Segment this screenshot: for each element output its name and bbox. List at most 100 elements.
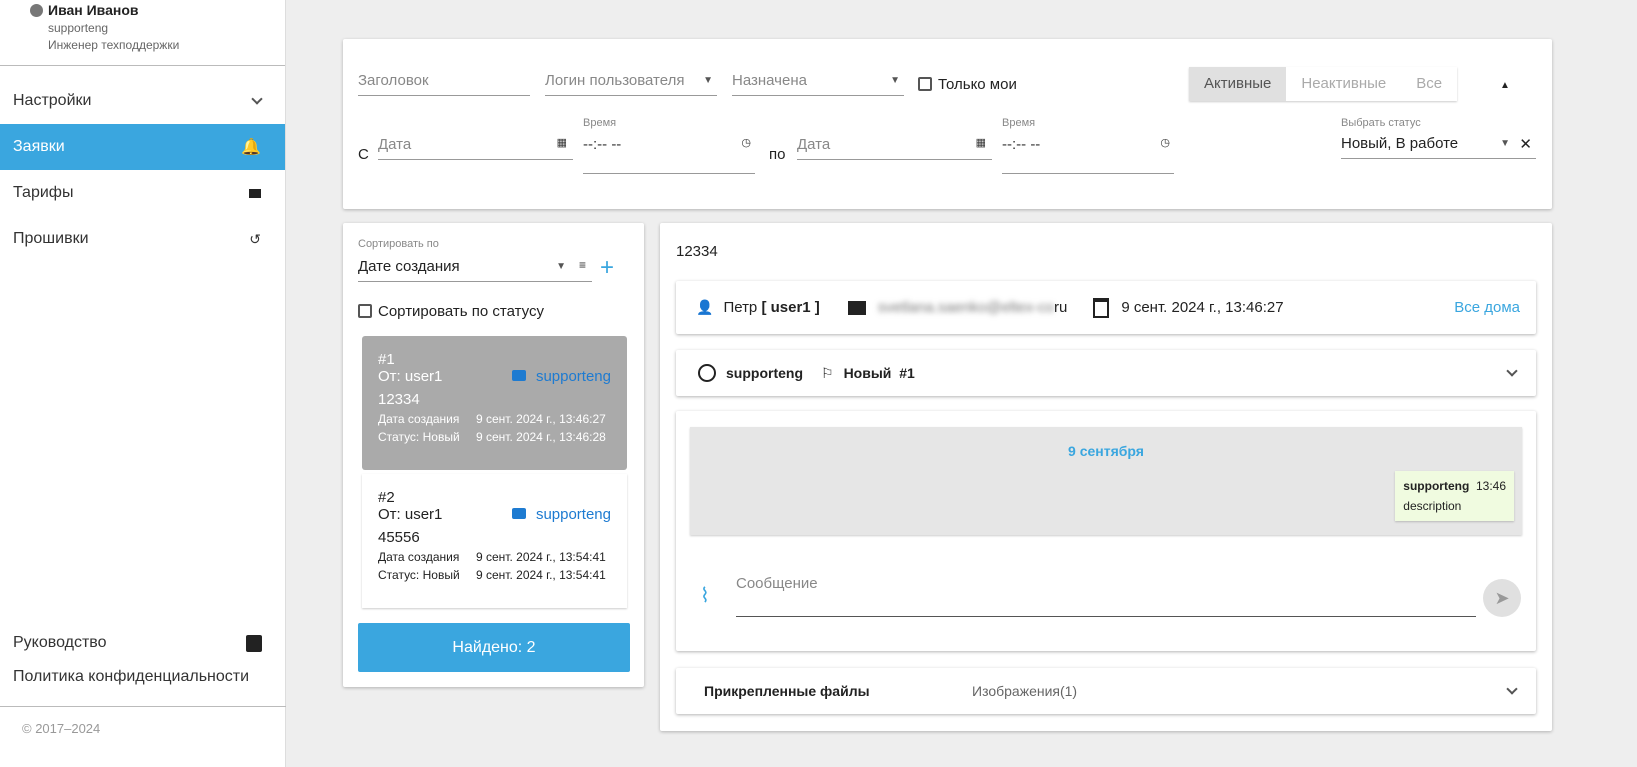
created-label: Дата создания <box>378 550 460 564</box>
add-icon[interactable]: + <box>600 254 615 281</box>
date-placeholder: Дата <box>378 136 412 153</box>
document-icon <box>246 634 262 652</box>
email-blurred: svetlana.saenko@eltex-co <box>877 299 1054 316</box>
nav-tariffs[interactable]: Тарифы <box>0 170 285 216</box>
segment-active[interactable]: Активные <box>1189 67 1287 101</box>
ticket-title: 45556 <box>378 529 420 546</box>
nav-tickets[interactable]: Заявки 🔔 <box>0 124 285 170</box>
video-camera-icon <box>249 188 261 198</box>
ticket-from: От: user1 <box>378 506 443 523</box>
briefcase-icon <box>511 508 526 519</box>
user-login: [ user1 ] <box>761 299 820 316</box>
chat-message: supporteng 13:46 description <box>1395 471 1514 521</box>
briefcase-icon <box>511 370 526 381</box>
segment-all[interactable]: Все <box>1401 67 1458 101</box>
files-label: Прикрепленные файлы <box>704 683 870 699</box>
status-time: 9 сент. 2024 г., 13:46:28 <box>476 430 606 444</box>
nav-label: Заявки <box>13 138 65 155</box>
ticket-number: #1 <box>378 351 395 368</box>
status-number: #1 <box>899 365 915 381</box>
clock-icon: ◷ <box>1160 137 1170 149</box>
from-label: С <box>358 146 369 163</box>
activity-toggle: Активные Неактивные Все <box>1189 67 1458 101</box>
ticket-date: 9 сент. 2024 г., 13:46:27 <box>1121 299 1284 316</box>
nav-privacy[interactable]: Политика конфиденциальности <box>0 660 286 694</box>
to-date-input[interactable]: Дата ▦ <box>797 136 992 160</box>
calendar-icon: ▦ <box>975 137 986 149</box>
ticket-assignee: supporteng <box>535 506 611 523</box>
attach-icon[interactable]: ⌇ <box>700 585 710 607</box>
sort-select[interactable]: Дате создания ▼ ≡ <box>358 258 592 282</box>
all-houses-link[interactable]: Все дома <box>1454 299 1520 316</box>
found-count-button[interactable]: Найдено: 2 <box>358 623 630 672</box>
from-time-input[interactable]: --:-- -- ◷ <box>583 136 755 174</box>
dropdown-arrow-icon: ▼ <box>703 75 713 86</box>
ticket-from: От: user1 <box>378 368 443 385</box>
status-select[interactable]: Новый, В работе ▼ ✕ <box>1341 135 1536 159</box>
clear-icon[interactable]: ✕ <box>1519 136 1532 153</box>
chat-date: 9 сентября <box>1068 443 1144 459</box>
ticket-number: #2 <box>378 489 395 506</box>
title-input[interactable]: Заголовок <box>358 72 530 96</box>
user-name: Петр <box>723 299 758 316</box>
checkbox-icon <box>918 77 932 91</box>
ticket-card-1[interactable]: #1 От: user1 supporteng 12334 Дата создан… <box>362 336 627 470</box>
from-date-input[interactable]: Дата ▦ <box>378 136 573 160</box>
history-icon: ↺ <box>249 230 261 247</box>
to-time-input[interactable]: --:-- -- ◷ <box>1002 136 1174 174</box>
time-placeholder: --:-- -- <box>583 136 622 153</box>
status-label: Статус: Новый <box>378 568 460 582</box>
attachments-bar[interactable]: Прикрепленные файлы Изображения(1) <box>676 668 1536 714</box>
chat-panel: 9 сентября supporteng 13:46 description … <box>676 411 1536 651</box>
copyright: © 2017–2024 <box>0 706 286 736</box>
assigned-placeholder: Назначена <box>732 72 807 89</box>
email-icon <box>847 300 866 315</box>
user-login: supporteng <box>48 21 109 35</box>
nav-label: Тарифы <box>13 184 74 201</box>
ticket-card-2[interactable]: #2 От: user1 supporteng 45556 Дата создан… <box>362 474 627 608</box>
nav-firmware[interactable]: Прошивки ↺ <box>0 216 285 262</box>
images-label: Изображения(1) <box>972 683 1078 699</box>
ticket-info-bar: 👤 Петр [ user1 ] svetlana.saenko@eltex-c… <box>676 281 1536 334</box>
message-input[interactable]: Сообщение <box>736 575 1476 617</box>
collapse-icon[interactable]: ▲ <box>1500 80 1510 91</box>
login-placeholder: Логин пользователя <box>545 72 685 89</box>
nav-label: Настройки <box>13 92 92 109</box>
assigned-select[interactable]: Назначена ▼ <box>732 72 904 96</box>
ticket-detail-title: 12334 <box>676 243 718 260</box>
dropdown-arrow-icon: ▼ <box>556 261 566 272</box>
sort-by-status-checkbox[interactable]: Сортировать по статусу <box>358 303 544 320</box>
email-suffix: ru <box>1053 299 1068 316</box>
chat-history: 9 сентября supporteng 13:46 description <box>690 427 1522 535</box>
segment-inactive[interactable]: Неактивные <box>1286 67 1402 101</box>
chevron-down-icon <box>1506 683 1518 695</box>
login-select[interactable]: Логин пользователя ▼ <box>545 72 717 96</box>
to-label: по <box>769 146 786 163</box>
assignment-bar[interactable]: supporteng ⚐ Новый #1 <box>676 350 1536 396</box>
only-mine-label: Только мои <box>938 76 1017 93</box>
send-button[interactable]: ➤ <box>1483 579 1521 617</box>
status-value: Новый, В работе <box>1341 135 1459 152</box>
flag-icon: ⚐ <box>821 364 834 381</box>
nav-label: Прошивки <box>13 230 89 247</box>
time-placeholder: --:-- -- <box>1002 136 1041 153</box>
send-icon: ➤ <box>1494 588 1510 608</box>
nav-manual[interactable]: Руководство <box>0 626 286 660</box>
message-text: description <box>1403 499 1462 513</box>
nav-settings[interactable]: Настройки <box>0 78 285 124</box>
date-placeholder: Дата <box>797 136 831 153</box>
created-label: Дата создания <box>378 412 460 426</box>
status-label: Выбрать статус <box>1341 117 1421 129</box>
status-time: 9 сент. 2024 г., 13:54:41 <box>476 568 606 582</box>
user-name: Иван Иванов <box>48 2 139 18</box>
user-info: Иван Иванов supporteng Инженер техподдер… <box>0 0 285 66</box>
ticket-title: 12334 <box>378 391 420 408</box>
status: Новый <box>843 365 892 381</box>
sort-order-icon[interactable]: ≡ <box>578 258 586 272</box>
only-mine-checkbox[interactable]: Только мои <box>918 76 1017 93</box>
message-author: supporteng <box>1403 479 1470 493</box>
calendar-icon <box>1093 297 1110 318</box>
alarm-bell-icon: 🔔 <box>241 139 261 156</box>
person-icon: 👤 <box>696 299 714 315</box>
sort-label: Сортировать по <box>358 238 439 250</box>
